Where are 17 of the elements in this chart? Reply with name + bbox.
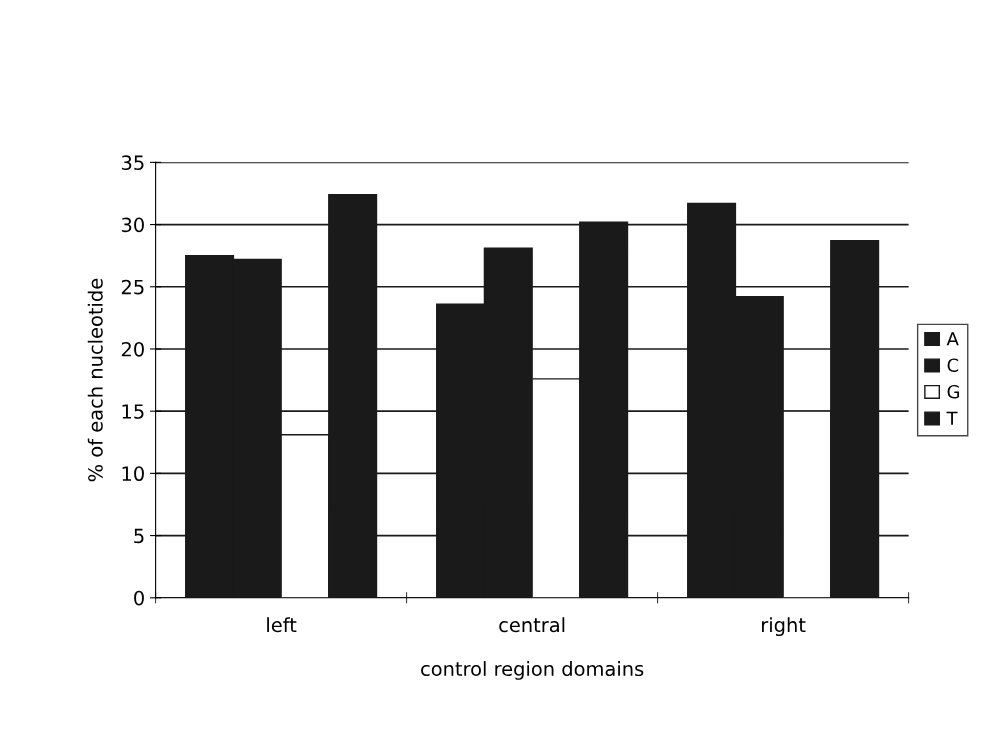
x-axis-title: control region domains xyxy=(421,661,644,680)
legend-label: G xyxy=(947,384,960,399)
y-tick-label: 20 xyxy=(121,341,144,357)
legend-label: T xyxy=(946,411,958,425)
y-tick-label: 0 xyxy=(134,590,144,606)
y-tick-label: 10 xyxy=(122,466,144,482)
x-tick-label: left xyxy=(267,617,297,633)
y-tick-label: 30 xyxy=(121,217,144,233)
y-axis-title: % of each nucleotide xyxy=(87,278,103,482)
x-tick-label: central xyxy=(499,617,565,633)
legend-label: A xyxy=(946,332,959,346)
y-tick-label: 35 xyxy=(121,155,144,171)
y-tick-label: 5 xyxy=(134,528,144,544)
legend-label: C xyxy=(947,358,959,373)
y-tick-label: 15 xyxy=(122,404,144,419)
x-tick-label: right xyxy=(762,617,806,637)
y-tick-label: 25 xyxy=(121,279,144,295)
